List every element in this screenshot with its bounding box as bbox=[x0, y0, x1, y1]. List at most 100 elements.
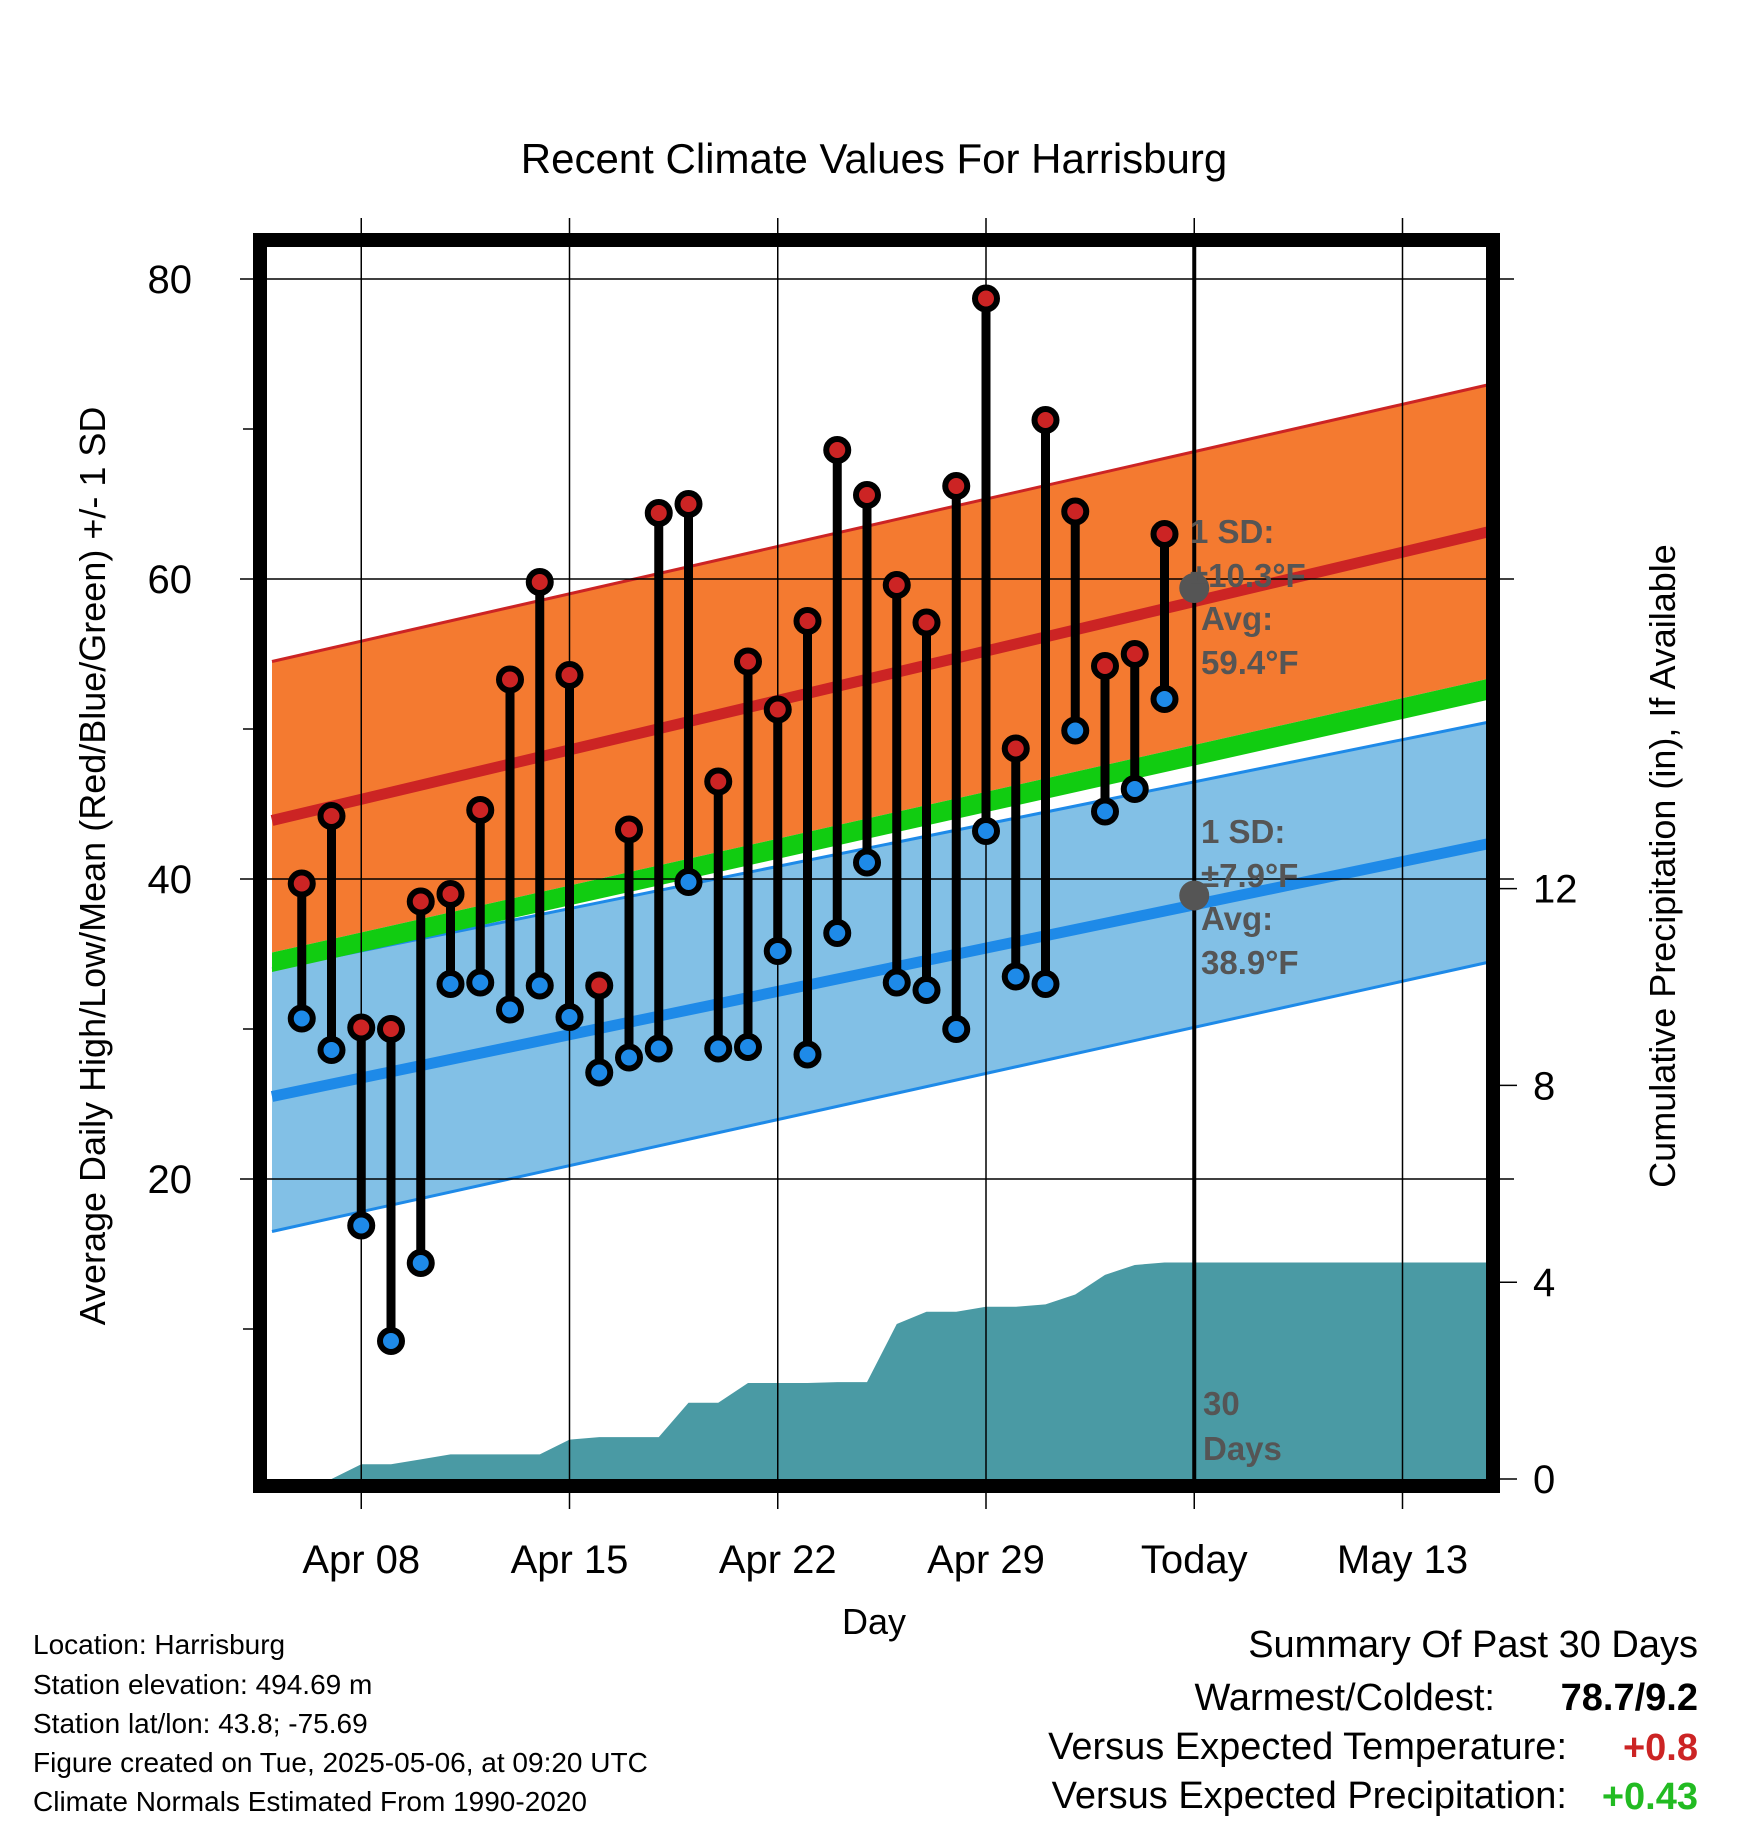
x-tick-label: Apr 29 bbox=[927, 1538, 1045, 1582]
info-location: Location: Harrisburg bbox=[33, 1629, 285, 1660]
precip-area-shape bbox=[331, 1262, 1492, 1479]
high-point bbox=[853, 481, 881, 509]
high-avg-value: 59.4°F bbox=[1201, 644, 1299, 681]
daily-range-stems bbox=[297, 298, 1169, 1341]
plot-frame bbox=[253, 233, 1500, 1493]
station-info: Location: Harrisburg Station elevation: … bbox=[33, 1629, 648, 1817]
high-point bbox=[644, 499, 673, 527]
low-avg-marker bbox=[1179, 880, 1210, 911]
summary-precip-value: +0.43 bbox=[1602, 1776, 1698, 1818]
precipitation-area bbox=[331, 1262, 1492, 1479]
summary-precip-label: Versus Expected Precipitation: bbox=[1052, 1775, 1567, 1817]
high-point bbox=[287, 869, 316, 898]
normal-bands bbox=[270, 382, 1494, 1233]
y-right-tick-label: 8 bbox=[1533, 1064, 1555, 1108]
mean-band bbox=[272, 678, 1492, 972]
high-point bbox=[1120, 640, 1149, 668]
y-tick-label: 40 bbox=[148, 858, 193, 902]
low-point bbox=[555, 1003, 584, 1031]
daily-points bbox=[287, 284, 1179, 1355]
high-sd-label: 1 SD: bbox=[1190, 513, 1274, 550]
low-point bbox=[942, 1015, 971, 1043]
high-avg-label: Avg: bbox=[1201, 600, 1273, 637]
x-axis-label: Day bbox=[842, 1601, 906, 1642]
y-tick-label: 60 bbox=[148, 558, 193, 602]
low-point bbox=[1031, 970, 1060, 998]
low-point bbox=[1001, 962, 1030, 991]
x-tick-label: May 13 bbox=[1337, 1538, 1468, 1582]
high-point bbox=[347, 1013, 376, 1042]
low-point bbox=[763, 937, 792, 965]
low-point bbox=[347, 1211, 376, 1240]
low-point bbox=[377, 1327, 405, 1355]
low-point bbox=[317, 1036, 346, 1064]
summary-warmest-value: 78.7/9.2 bbox=[1561, 1677, 1698, 1719]
y-right-tick-label: 4 bbox=[1533, 1261, 1555, 1305]
y-axis-right-label: Cumulative Precipitation (in), If Availa… bbox=[1642, 544, 1683, 1188]
days-number: 30 bbox=[1203, 1385, 1240, 1422]
low-point bbox=[882, 968, 911, 997]
y-tick-label: 80 bbox=[148, 258, 193, 302]
high-upper-edge bbox=[271, 382, 1493, 663]
high-point bbox=[496, 665, 524, 694]
low-point bbox=[734, 1033, 762, 1061]
x-tick-label: Apr 15 bbox=[511, 1538, 629, 1582]
high-point bbox=[466, 796, 495, 824]
chart-title: Recent Climate Values For Harrisburg bbox=[521, 135, 1227, 182]
high-sd-value: ±10.3°F bbox=[1190, 557, 1306, 594]
low-point bbox=[1091, 797, 1119, 826]
axis-ticks: Apr 08 Apr 15 Apr 22 Apr 29 Today May 1320406… bbox=[148, 258, 1578, 1582]
low-sd-label: 1 SD: bbox=[1201, 813, 1285, 850]
high-sd-band bbox=[272, 384, 1492, 953]
low-point bbox=[466, 968, 495, 997]
high-point bbox=[734, 647, 762, 676]
summary-temp-label: Versus Expected Temperature: bbox=[1048, 1726, 1567, 1768]
high-point bbox=[704, 767, 733, 796]
y-tick-label: 20 bbox=[148, 1158, 193, 1202]
low-point bbox=[496, 995, 524, 1024]
summary-temp-value: +0.8 bbox=[1623, 1727, 1698, 1769]
low-point bbox=[972, 817, 1000, 845]
low-point bbox=[1120, 775, 1149, 803]
y-axis-label: Average Daily High/Low/Mean (Red/Blue/Gr… bbox=[72, 407, 113, 1326]
high-point bbox=[555, 661, 584, 689]
high-point bbox=[1150, 520, 1179, 548]
low-point bbox=[912, 976, 941, 1004]
low-point bbox=[644, 1034, 673, 1063]
high-point bbox=[615, 815, 643, 844]
low-point bbox=[853, 848, 881, 877]
low-point bbox=[823, 919, 852, 947]
high-point bbox=[942, 472, 971, 500]
summary-warmest-label: Warmest/Coldest: bbox=[1194, 1677, 1495, 1719]
high-point bbox=[912, 608, 941, 637]
high-point bbox=[525, 568, 554, 596]
high-point bbox=[377, 1015, 405, 1043]
low-point bbox=[793, 1040, 822, 1069]
info-created: Figure created on Tue, 2025-05-06, at 09… bbox=[33, 1747, 648, 1778]
low-avg-label: Avg: bbox=[1201, 900, 1273, 937]
low-point bbox=[615, 1043, 643, 1072]
info-latlon: Station lat/lon: 43.8; -75.69 bbox=[33, 1708, 368, 1739]
low-sd-band bbox=[272, 721, 1492, 1232]
low-mean-line bbox=[270, 837, 1493, 1102]
low-lower-edge bbox=[271, 960, 1493, 1233]
high-point bbox=[823, 436, 852, 464]
summary-title: Summary Of Past 30 Days bbox=[1248, 1624, 1698, 1666]
x-tick-label: Today bbox=[1141, 1538, 1248, 1582]
low-point bbox=[704, 1034, 733, 1063]
high-point bbox=[793, 607, 822, 635]
y-right-tick-label: 12 bbox=[1533, 868, 1578, 912]
low-point bbox=[406, 1249, 435, 1277]
high-point bbox=[585, 971, 614, 1000]
low-point bbox=[525, 971, 554, 1000]
low-avg-value: 38.9°F bbox=[1201, 944, 1299, 981]
high-point bbox=[972, 284, 1000, 313]
days-word: Days bbox=[1203, 1430, 1282, 1467]
x-tick-label: Apr 22 bbox=[719, 1538, 837, 1582]
high-avg-marker bbox=[1179, 573, 1210, 603]
high-point bbox=[882, 571, 911, 599]
high-point bbox=[763, 695, 792, 724]
low-sd-value: ±7.9°F bbox=[1201, 857, 1298, 894]
high-point bbox=[1091, 652, 1119, 680]
chart-annotations: 1 SD: ±10.3°F Avg: 59.4°F 1 SD: ±7.9°F Avg: 38.… bbox=[1179, 513, 1306, 1467]
